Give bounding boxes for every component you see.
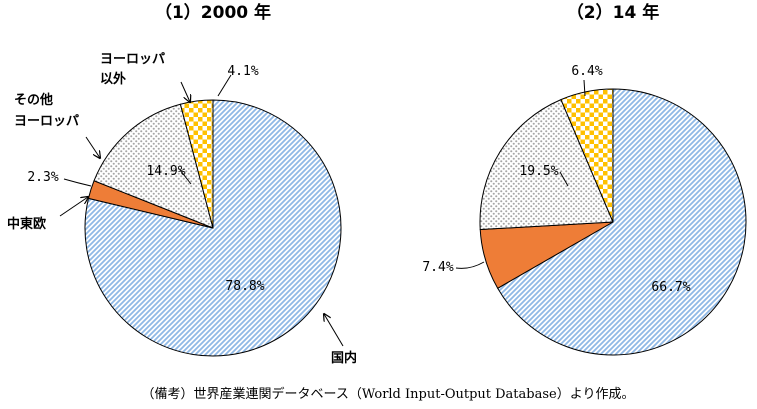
category-label-non-europe: ヨーロッパ 以外 xyxy=(100,52,170,87)
category-label-other-europe-line2: ヨーロッパ xyxy=(14,114,79,129)
pie-slice-2000-non-europe xyxy=(179,99,214,229)
pie-slice-2014-domestic xyxy=(497,88,747,356)
pie-slice-2014-other-europe xyxy=(479,99,614,231)
data-label-2014-domestic: 66.7% xyxy=(651,280,690,295)
data-label-2000-cee: 2.3% xyxy=(27,170,58,185)
pie-2000 xyxy=(84,99,342,357)
leader-arrow-non-europe xyxy=(180,81,190,102)
category-label-other-europe-line1: その他 xyxy=(14,92,53,108)
leader-arrow-cee xyxy=(59,197,88,217)
data-label-2000-other-europe: 14.9% xyxy=(146,164,185,179)
data-label-2000-domestic: 78.8% xyxy=(225,279,264,294)
leader-line-2014-cee-value xyxy=(455,261,485,269)
leader-line-2014-non-europe-value xyxy=(583,79,586,97)
category-label-other-europe: その他 ヨーロッパ xyxy=(14,92,79,129)
leader-line-2014-other-europe-value xyxy=(559,171,569,187)
data-label-2014-non-europe: 6.4% xyxy=(571,64,602,79)
data-label-2000-non-europe: 4.1% xyxy=(227,64,258,79)
leader-line-2000-cee-value xyxy=(63,178,92,187)
leader-line-2000-non-europe-value xyxy=(217,74,232,97)
category-label-non-europe-line1: ヨーロッパ xyxy=(100,52,165,67)
chart-title-2014: （2）14 年 xyxy=(567,2,659,23)
data-label-2014-cee: 7.4% xyxy=(422,260,453,275)
pie-slice-2000-other-europe xyxy=(93,103,214,229)
pie-slice-2000-domestic xyxy=(84,99,342,357)
pie-2014 xyxy=(479,88,747,356)
pie-slice-2014-non-europe xyxy=(560,88,614,223)
category-label-non-europe-line2: 以外 xyxy=(100,71,126,87)
footnote-source: （備考）世界産業連関データベース（World Input-Output Data… xyxy=(142,386,635,402)
category-label-cee: 中東欧 xyxy=(7,216,46,232)
chart-title-2000: （1）2000 年 xyxy=(155,2,271,23)
leader-line-2000-other-europe-value xyxy=(179,169,192,185)
category-label-domestic: 国内 xyxy=(331,350,357,366)
leader-arrow-domestic xyxy=(324,314,344,347)
data-label-2014-other-europe: 19.5% xyxy=(519,164,558,179)
leader-arrow-other-europe xyxy=(85,136,100,158)
